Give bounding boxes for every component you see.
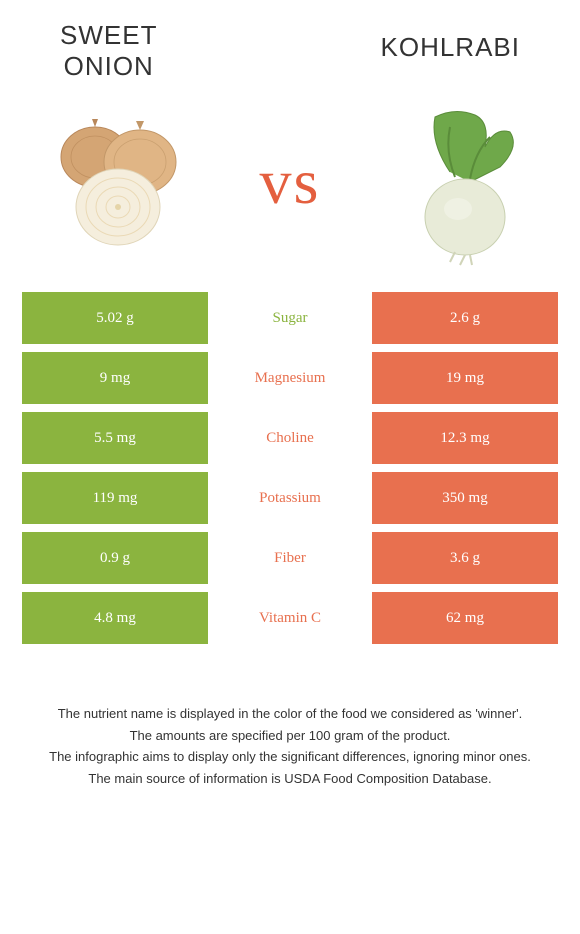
left-title-line2: onion — [64, 51, 154, 81]
left-title-line1: Sweet — [60, 20, 157, 50]
vs-label: vs — [260, 145, 321, 219]
cell-nutrient-label: Magnesium — [208, 352, 372, 404]
cell-left-value: 5.02 g — [22, 292, 208, 344]
cell-nutrient-label: Choline — [208, 412, 372, 464]
cell-nutrient-label: Potassium — [208, 472, 372, 524]
images-row: vs — [0, 82, 580, 292]
cell-left-value: 5.5 mg — [22, 412, 208, 464]
cell-right-value: 12.3 mg — [372, 412, 558, 464]
footer-line-1: The nutrient name is displayed in the co… — [24, 704, 556, 724]
footer-notes: The nutrient name is displayed in the co… — [24, 704, 556, 788]
footer-line-4: The main source of information is USDA F… — [24, 769, 556, 789]
cell-right-value: 62 mg — [372, 592, 558, 644]
header: Sweet onion Kohlrabi — [0, 0, 580, 82]
cell-right-value: 350 mg — [372, 472, 558, 524]
table-row: 5.02 gSugar2.6 g — [22, 292, 558, 344]
cell-left-value: 119 mg — [22, 472, 208, 524]
nutrient-table: 5.02 gSugar2.6 g 9 mgMagnesium19 mg 5.5 mg… — [22, 292, 558, 644]
table-row: 5.5 mgCholine12.3 mg — [22, 412, 558, 464]
table-row: 0.9 gFiber3.6 g — [22, 532, 558, 584]
table-row: 9 mgMagnesium19 mg — [22, 352, 558, 404]
cell-nutrient-label: Sugar — [208, 292, 372, 344]
right-food-title: Kohlrabi — [381, 32, 521, 63]
left-food-title: Sweet onion — [60, 20, 157, 82]
cell-right-value: 3.6 g — [372, 532, 558, 584]
onion-image — [40, 102, 200, 262]
cell-left-value: 0.9 g — [22, 532, 208, 584]
kohlrabi-image — [380, 102, 540, 262]
table-row: 4.8 mgVitamin C62 mg — [22, 592, 558, 644]
table-row: 119 mgPotassium350 mg — [22, 472, 558, 524]
cell-nutrient-label: Vitamin C — [208, 592, 372, 644]
footer-line-3: The infographic aims to display only the… — [24, 747, 556, 767]
cell-right-value: 19 mg — [372, 352, 558, 404]
cell-left-value: 9 mg — [22, 352, 208, 404]
cell-nutrient-label: Fiber — [208, 532, 372, 584]
footer-line-2: The amounts are specified per 100 gram o… — [24, 726, 556, 746]
cell-right-value: 2.6 g — [372, 292, 558, 344]
cell-left-value: 4.8 mg — [22, 592, 208, 644]
